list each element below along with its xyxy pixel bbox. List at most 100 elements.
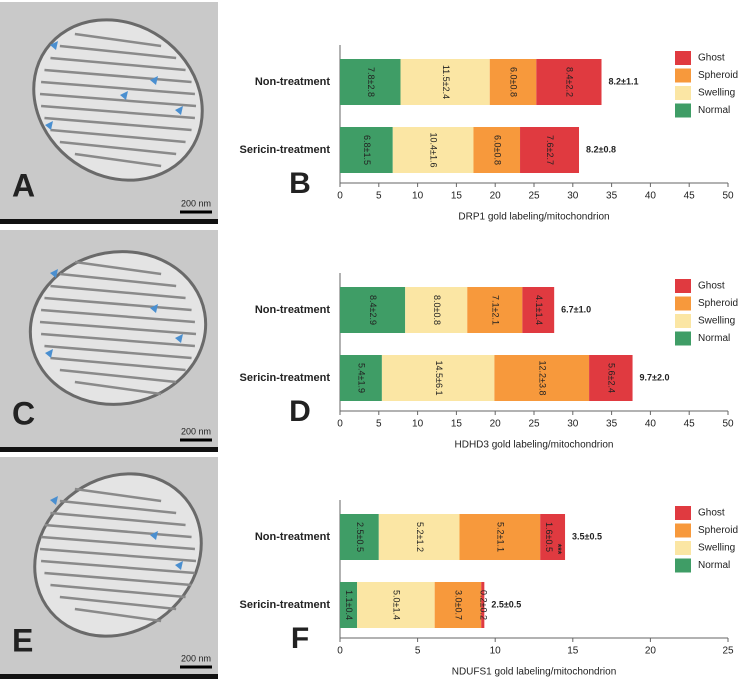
bar-segment [400,59,490,105]
x-tick-label: 25 [528,191,540,202]
micrograph: A 200 nm [0,2,218,224]
legend-swatch [675,279,691,293]
crista [59,368,177,384]
x-tick-label: 30 [567,191,579,202]
bar-segment [340,514,379,560]
value-label: 3.0±0.7 [454,590,464,620]
x-axis-label: DRP1 gold labeling/mitochondrion [458,212,609,223]
legend-label: Normal [698,333,730,344]
category-label: Sericin-treatment [240,599,331,611]
legend-label: Ghost [698,281,725,292]
value-label: 5.6±2.4 [606,363,616,393]
total-label: 3.5±0.5 [572,531,602,541]
bar-segment [489,59,537,105]
bar-segment [392,127,474,173]
legend-swatch [675,506,691,520]
category-label: Non-treatment [255,531,331,543]
panel-label: A [12,167,35,203]
crista [50,356,186,372]
value-label: 0.2±0.2 [478,590,488,620]
total-label: 6.7±1.0 [561,304,591,314]
arrowhead [45,121,53,130]
x-tick-label: 25 [528,419,540,430]
legend-label: Swelling [698,543,735,554]
x-tick-label: 10 [412,419,424,430]
value-label: 12.2±3.8 [537,361,547,396]
legend-swatch [675,86,691,100]
x-tick-label: 40 [645,419,657,430]
bar-segment [473,127,521,173]
category-label: Sericin-treatment [240,372,331,384]
value-label: 11.5±2.4 [441,65,451,99]
bar-segment [340,287,406,333]
category-label: Non-treatment [255,304,331,316]
x-tick-label: 25 [722,646,734,657]
legend-label: Swelling [698,316,735,327]
legend-label: Swelling [698,88,735,99]
arrowhead [50,269,58,278]
bar-segment [381,355,495,401]
x-tick-label: 10 [490,646,502,657]
bar-segment [378,514,460,560]
x-tick-label: 45 [684,419,696,430]
x-tick-label: 15 [567,646,579,657]
crista [40,332,196,348]
arrowhead [150,304,158,313]
crista [44,571,192,587]
x-axis-label: NDUFS1 gold labeling/mitochondrion [452,667,617,678]
crista [50,511,186,527]
bar-segment [494,355,590,401]
legend-swatch [675,558,691,573]
crista [74,32,162,48]
arrowhead [50,496,58,505]
value-label: 8.4±2.9 [368,295,378,325]
x-tick-label: 15 [451,419,463,430]
crista [59,44,177,60]
panel-label: E [12,622,33,658]
panel-label: C [12,395,35,431]
panel-label: D [289,395,311,428]
crista [74,152,162,168]
value-label: 5.2±1.1 [495,522,505,552]
crista [40,559,196,575]
value-label: 2.5±0.5 [355,522,365,552]
x-tick-label: 10 [412,191,424,202]
value-label: 7.1±2.1 [490,295,500,325]
legend-swatch [675,296,691,311]
bar-segment [434,582,482,628]
x-tick-label: 5 [376,419,382,430]
x-tick-label: 20 [645,646,657,657]
scale-label: 200 nm [181,426,211,436]
panel-label: B [289,167,311,200]
value-label: 7.8±2.8 [366,67,376,97]
x-tick-label: 35 [606,419,618,430]
bar-segment [540,514,566,560]
legend-swatch [675,331,691,346]
x-tick-label: 45 [684,191,696,202]
crista [40,104,196,120]
x-tick-label: 15 [451,191,463,202]
legend-swatch [675,103,691,118]
total-label: 8.2±1.1 [609,76,639,86]
value-label: 6.0±0.8 [492,135,502,165]
value-label: 4.1±1.4 [534,295,544,325]
value-label: 14.5±6.1 [434,361,444,396]
total-label: 8.2±0.8 [586,144,616,154]
x-tick-label: 0 [337,419,343,430]
legend-swatch [675,314,691,328]
x-tick-label: 35 [606,191,618,202]
crista [50,583,186,599]
crista [40,535,196,551]
category-label: Non-treatment [255,76,331,88]
x-tick-label: 20 [490,191,502,202]
legend-swatch [675,523,691,538]
x-tick-label: 20 [490,419,502,430]
total-label: 9.7±2.0 [640,372,670,382]
arrowhead [45,349,53,358]
arrowhead [150,76,158,85]
x-tick-label: 50 [722,419,734,430]
legend-label: Normal [698,105,730,116]
info-strip [0,674,218,679]
crista [40,308,196,324]
